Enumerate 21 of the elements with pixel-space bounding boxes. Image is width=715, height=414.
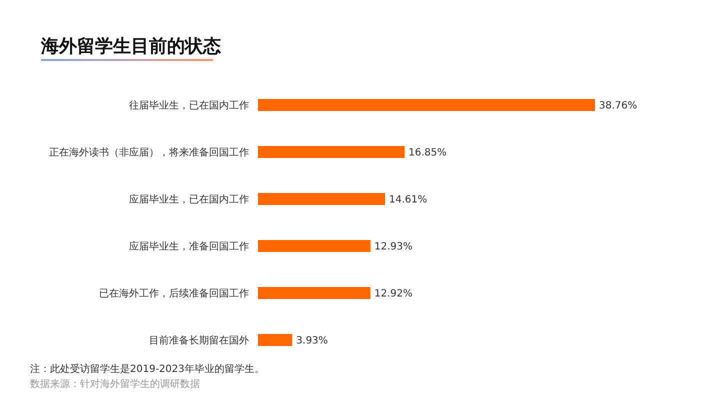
data-label: 38.76% <box>599 100 638 112</box>
bar <box>258 240 370 252</box>
chart-title: 海外留学生目前的状态 <box>40 36 221 57</box>
data-label: 16.85% <box>408 148 447 158</box>
bar <box>258 334 292 346</box>
source-note: 数据来源：针对海外留学生的调研数据 <box>30 378 200 390</box>
data-label: 3.93% <box>296 336 328 346</box>
y-tick-label: 应届毕业生，已在国内工作 <box>129 194 249 206</box>
y-tick-label: 已在海外工作，后续准备回国工作 <box>99 288 249 300</box>
data-label: 12.92% <box>374 288 412 300</box>
y-tick-label: 应届毕业生，准备回国工作 <box>129 240 249 252</box>
y-tick-label: 往届毕业生，已在国内工作 <box>129 100 249 112</box>
bar <box>258 146 405 158</box>
bar <box>258 99 595 111</box>
data-label: 12.93% <box>374 242 413 252</box>
bar <box>258 193 386 205</box>
annotation: 注：此处受访留学生是2019-2023年毕业的留学生。 <box>30 363 265 375</box>
y-tick-label: 正在海外读书（非应届），将来准备回国工作 <box>49 146 249 158</box>
y-tick-label: 目前准备长期留在国外 <box>149 334 249 346</box>
bar <box>258 287 370 299</box>
data-label: 14.61% <box>389 194 428 206</box>
